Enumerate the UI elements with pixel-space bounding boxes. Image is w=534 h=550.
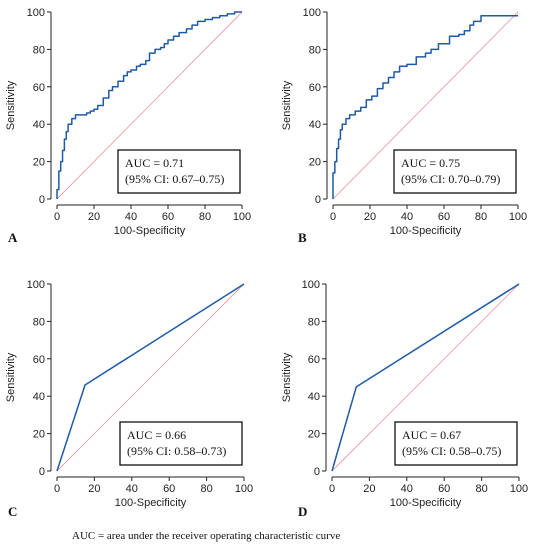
y-tick-label: 40 (33, 391, 45, 403)
auc-ci-label: (95% CI: 0.70–0.79) (401, 172, 500, 186)
y-tick-label: 80 (33, 316, 45, 328)
x-tick-label: 60 (163, 483, 175, 495)
x-tick-label: 20 (88, 483, 100, 495)
x-tick-label: 80 (475, 211, 487, 223)
roc-panel-c: 0 20 40 60 80 100 0 20 40 60 80 100 100-Specificity S… (5, 279, 253, 519)
y-tick-label: 20 (33, 429, 45, 441)
x-tick-label: 40 (401, 483, 413, 495)
auc-ci-label: (95% CI: 0.58–0.75) (402, 444, 501, 458)
y-tick-label: 60 (33, 354, 45, 366)
x-tick-label: 0 (54, 483, 60, 495)
y-tick-label: 60 (309, 82, 321, 94)
auc-value-label: AUC = 0.75 (401, 156, 460, 170)
figure-caption: AUC = area under the receiver operating … (72, 530, 341, 542)
y-tick-label: 80 (308, 316, 320, 328)
x-tick-label: 80 (199, 211, 211, 223)
auc-legend-box (393, 149, 517, 194)
y-tick-label: 0 (315, 194, 321, 206)
x-tick-label: 100 (509, 211, 527, 223)
y-tick-label: 40 (308, 391, 320, 403)
roc-curve-line (331, 283, 520, 472)
y-tick-label: 0 (39, 194, 45, 206)
panel-letter: A (8, 230, 18, 245)
reference-diagonal (332, 11, 519, 200)
reference-diagonal (331, 283, 520, 472)
y-tick-label: 20 (33, 157, 45, 169)
auc-value-label: AUC = 0.67 (402, 428, 461, 442)
reference-diagonal (56, 11, 243, 200)
panel-letter: D (298, 504, 307, 519)
y-tick-label: 60 (308, 354, 320, 366)
x-tick-label: 60 (438, 211, 450, 223)
y-tick-label: 100 (302, 279, 320, 291)
y-tick-label: 0 (314, 466, 320, 478)
auc-value-label: AUC = 0.71 (125, 156, 184, 170)
x-axis-title: 100-Specificity (115, 497, 187, 509)
x-tick-label: 0 (330, 211, 336, 223)
x-tick-label: 100 (235, 483, 253, 495)
x-tick-label: 20 (363, 483, 375, 495)
x-tick-label: 40 (125, 211, 137, 223)
x-axis-title: 100-Specificity (390, 497, 462, 509)
panel-letter: C (8, 504, 17, 519)
auc-value-label: AUC = 0.66 (127, 428, 186, 442)
y-axis-title: Sensitivity (5, 80, 17, 130)
y-tick-label: 100 (303, 7, 321, 19)
y-tick-label: 80 (309, 44, 321, 56)
x-tick-label: 60 (162, 211, 174, 223)
roc-panel-b: 0 20 40 60 80 100 0 20 40 60 80 100 100-Specificity S… (281, 7, 527, 245)
reference-diagonal (56, 283, 245, 472)
roc-curve-line (56, 11, 242, 199)
y-tick-label: 60 (33, 82, 45, 94)
x-axis-title: 100-Specificity (114, 225, 186, 237)
panel-letter: B (298, 230, 307, 245)
y-tick-label: 20 (309, 157, 321, 169)
x-tick-label: 0 (329, 483, 335, 495)
x-tick-label: 80 (475, 483, 487, 495)
y-tick-label: 100 (27, 7, 45, 19)
x-tick-label: 80 (200, 483, 212, 495)
auc-legend-box (394, 421, 518, 466)
y-axis-title: Sensitivity (281, 80, 293, 130)
y-axis-title: Sensitivity (281, 352, 293, 402)
x-tick-label: 40 (126, 483, 138, 495)
x-tick-label: 100 (233, 211, 251, 223)
x-tick-label: 20 (88, 211, 100, 223)
y-tick-label: 0 (39, 466, 45, 478)
x-tick-label: 0 (54, 211, 60, 223)
roc-curve-line (56, 283, 245, 472)
y-tick-label: 40 (309, 119, 321, 131)
roc-curve-line (332, 14, 518, 199)
x-tick-label: 100 (510, 483, 528, 495)
y-axis-title: Sensitivity (5, 352, 17, 402)
x-tick-label: 40 (401, 211, 413, 223)
y-tick-label: 80 (33, 44, 45, 56)
x-tick-label: 60 (438, 483, 450, 495)
auc-ci-label: (95% CI: 0.67–0.75) (125, 172, 224, 186)
roc-panel-a: 0 20 40 60 80 100 0 20 40 60 80 100 100-Specificity S… (5, 7, 251, 245)
auc-ci-label: (95% CI: 0.58–0.73) (127, 444, 226, 458)
x-tick-label: 20 (364, 211, 376, 223)
auc-legend-box (119, 421, 243, 466)
x-axis-title: 100-Specificity (390, 225, 462, 237)
y-tick-label: 40 (33, 119, 45, 131)
roc-panel-d: 0 20 40 60 80 100 0 20 40 60 80 100 100-Specificity S… (281, 279, 528, 519)
y-tick-label: 100 (27, 279, 45, 291)
y-tick-label: 20 (308, 429, 320, 441)
auc-legend-box (117, 149, 241, 194)
